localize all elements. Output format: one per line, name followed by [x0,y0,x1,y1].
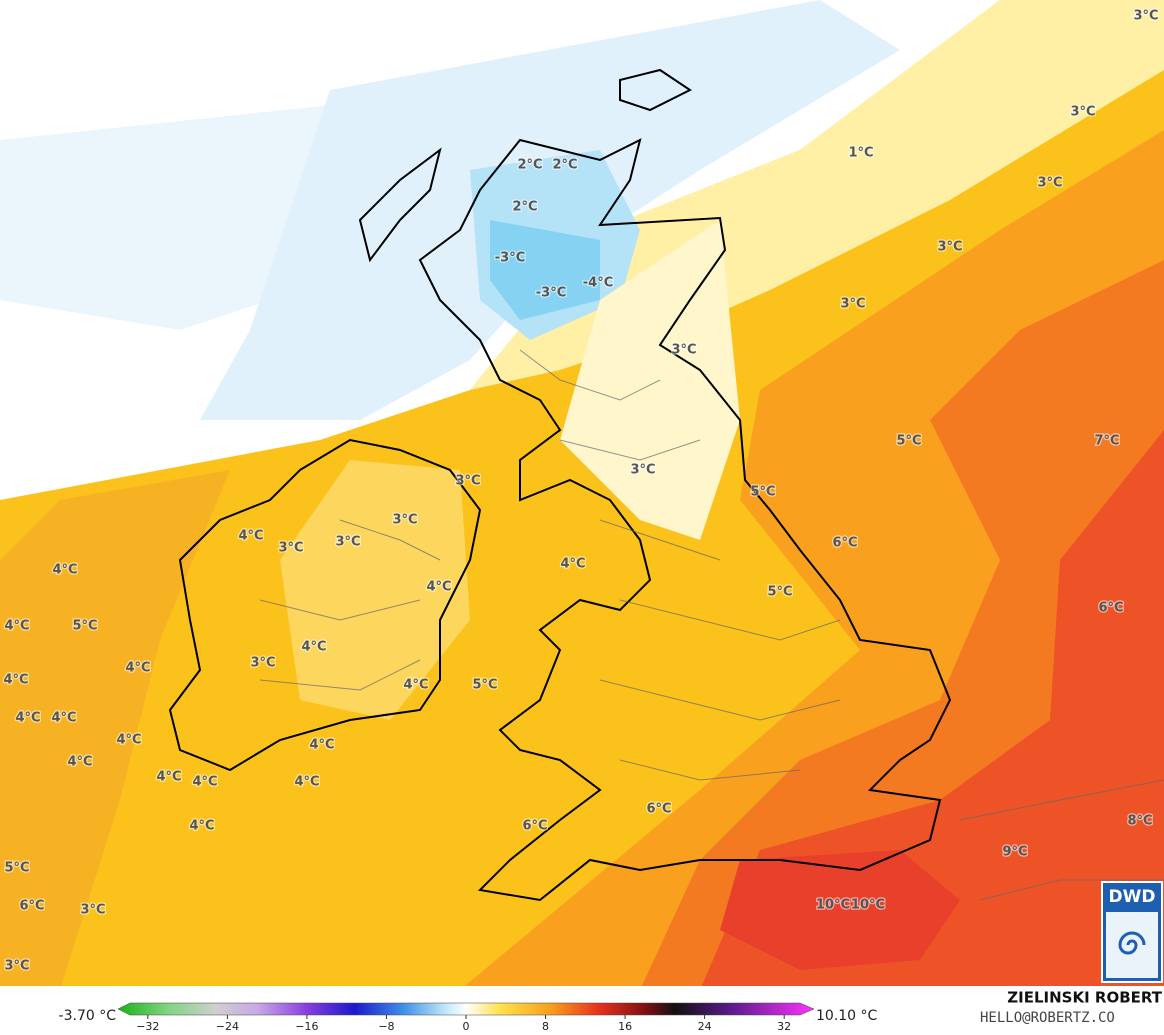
temperature-label: 2°C [512,200,537,215]
temperature-label: 4°C [4,619,29,634]
colorbar-tick-label: −8 [378,1020,394,1033]
temperature-label: 5°C [472,678,497,693]
temperature-label: 5°C [4,861,29,876]
temperature-label: 3°C [840,297,865,312]
temperature-label: 4°C [51,711,76,726]
temperature-label: 3°C [4,959,29,974]
credit-email: HELLO@ROBERTZ.CO [980,1010,1115,1026]
temperature-label: 4°C [116,733,141,748]
temperature-label: 9°C [1002,845,1027,860]
colorbar-tick-label: −24 [216,1020,239,1033]
borders [259,349,1164,901]
colorbar-max-label: 10.10 °C [816,1008,878,1024]
temperature-label: 2°C [517,158,542,173]
temperature-label: 4°C [301,640,326,655]
dwd-logo: DWD [1101,881,1163,983]
temperature-label: 10°C [851,898,885,913]
coastlines [168,68,952,902]
temperature-label: 4°C [15,711,40,726]
temperature-label: 4°C [189,819,214,834]
temperature-label: 4°C [426,580,451,595]
temperature-labels: 3°C 3°C 1°C 3°C 2°C 2°C 2°C 3°C -3°C -4°C -3°C 3°C 3… [2,7,1160,975]
temperature-label: 4°C [192,775,217,790]
temperature-label: 3°C [278,541,303,556]
temperature-label: 4°C [125,661,150,676]
temperature-label: 4°C [560,557,585,572]
temperature-label: 2°C [552,158,577,173]
temperature-label: 6°C [832,536,857,551]
temperature-label: 3°C [250,656,275,671]
temperature-label: 3°C [937,240,962,255]
temperature-label: 4°C [156,770,181,785]
logo-text: DWD [1109,887,1156,907]
temperature-label: 4°C [309,738,334,753]
temperature-label: 4°C [67,755,92,770]
temperature-label: 6°C [522,819,547,834]
temperature-label: 6°C [646,802,671,817]
temperature-label: 3°C [335,535,360,550]
temperature-label: 10°C [816,898,850,913]
temperature-label: 4°C [3,673,28,688]
credit-name: ZIELINSKI ROBERT [1007,989,1162,1007]
temperature-label: -3°C [536,286,566,301]
colorbar-tick-label: 8 [542,1020,549,1033]
temperature-label: 3°C [1037,176,1062,191]
temperature-label: 8°C [1127,814,1152,829]
temperature-label: 6°C [1098,601,1123,616]
temperature-label: 6°C [19,899,44,914]
temperature-label: 3°C [1133,9,1158,24]
temperature-label: 4°C [294,775,319,790]
temperature-label: 5°C [896,434,921,449]
temperature-label: 3°C [455,474,480,489]
colorbar-tick-label: −32 [136,1020,159,1033]
temperature-label: 3°C [1070,105,1095,120]
temperature-label: 5°C [750,485,775,500]
temperature-label: 3°C [392,513,417,528]
temperature-label: 3°C [80,903,105,918]
colorbar-min-label: -3.70 °C [59,1008,117,1024]
colorbar-tick-label: 24 [698,1020,712,1033]
temperature-label: 5°C [72,619,97,634]
colorbar-tick-label: −16 [295,1020,318,1033]
temperature-label: 1°C [848,146,873,161]
temperature-label: 5°C [767,585,792,600]
colorbar-tick-label: 32 [777,1020,791,1033]
map-field [0,0,1164,986]
colorbar-tick-label: 16 [618,1020,632,1033]
temperature-label: 4°C [403,678,428,693]
temperature-label: 7°C [1094,434,1119,449]
temperature-label: 3°C [630,463,655,478]
temperature-label: 4°C [238,529,263,544]
temperature-label: 4°C [52,563,77,578]
colorbar: -3.70 °C 10.10 °C −32 −24 −16 −8 0 8 16 24 32 [59,1002,878,1033]
colorbar-tick-label: 0 [463,1020,470,1033]
temperature-label: 3°C [671,343,696,358]
temperature-label: -4°C [583,276,613,291]
colorbar-ramp [117,1002,815,1016]
temperature-label: -3°C [495,251,525,266]
